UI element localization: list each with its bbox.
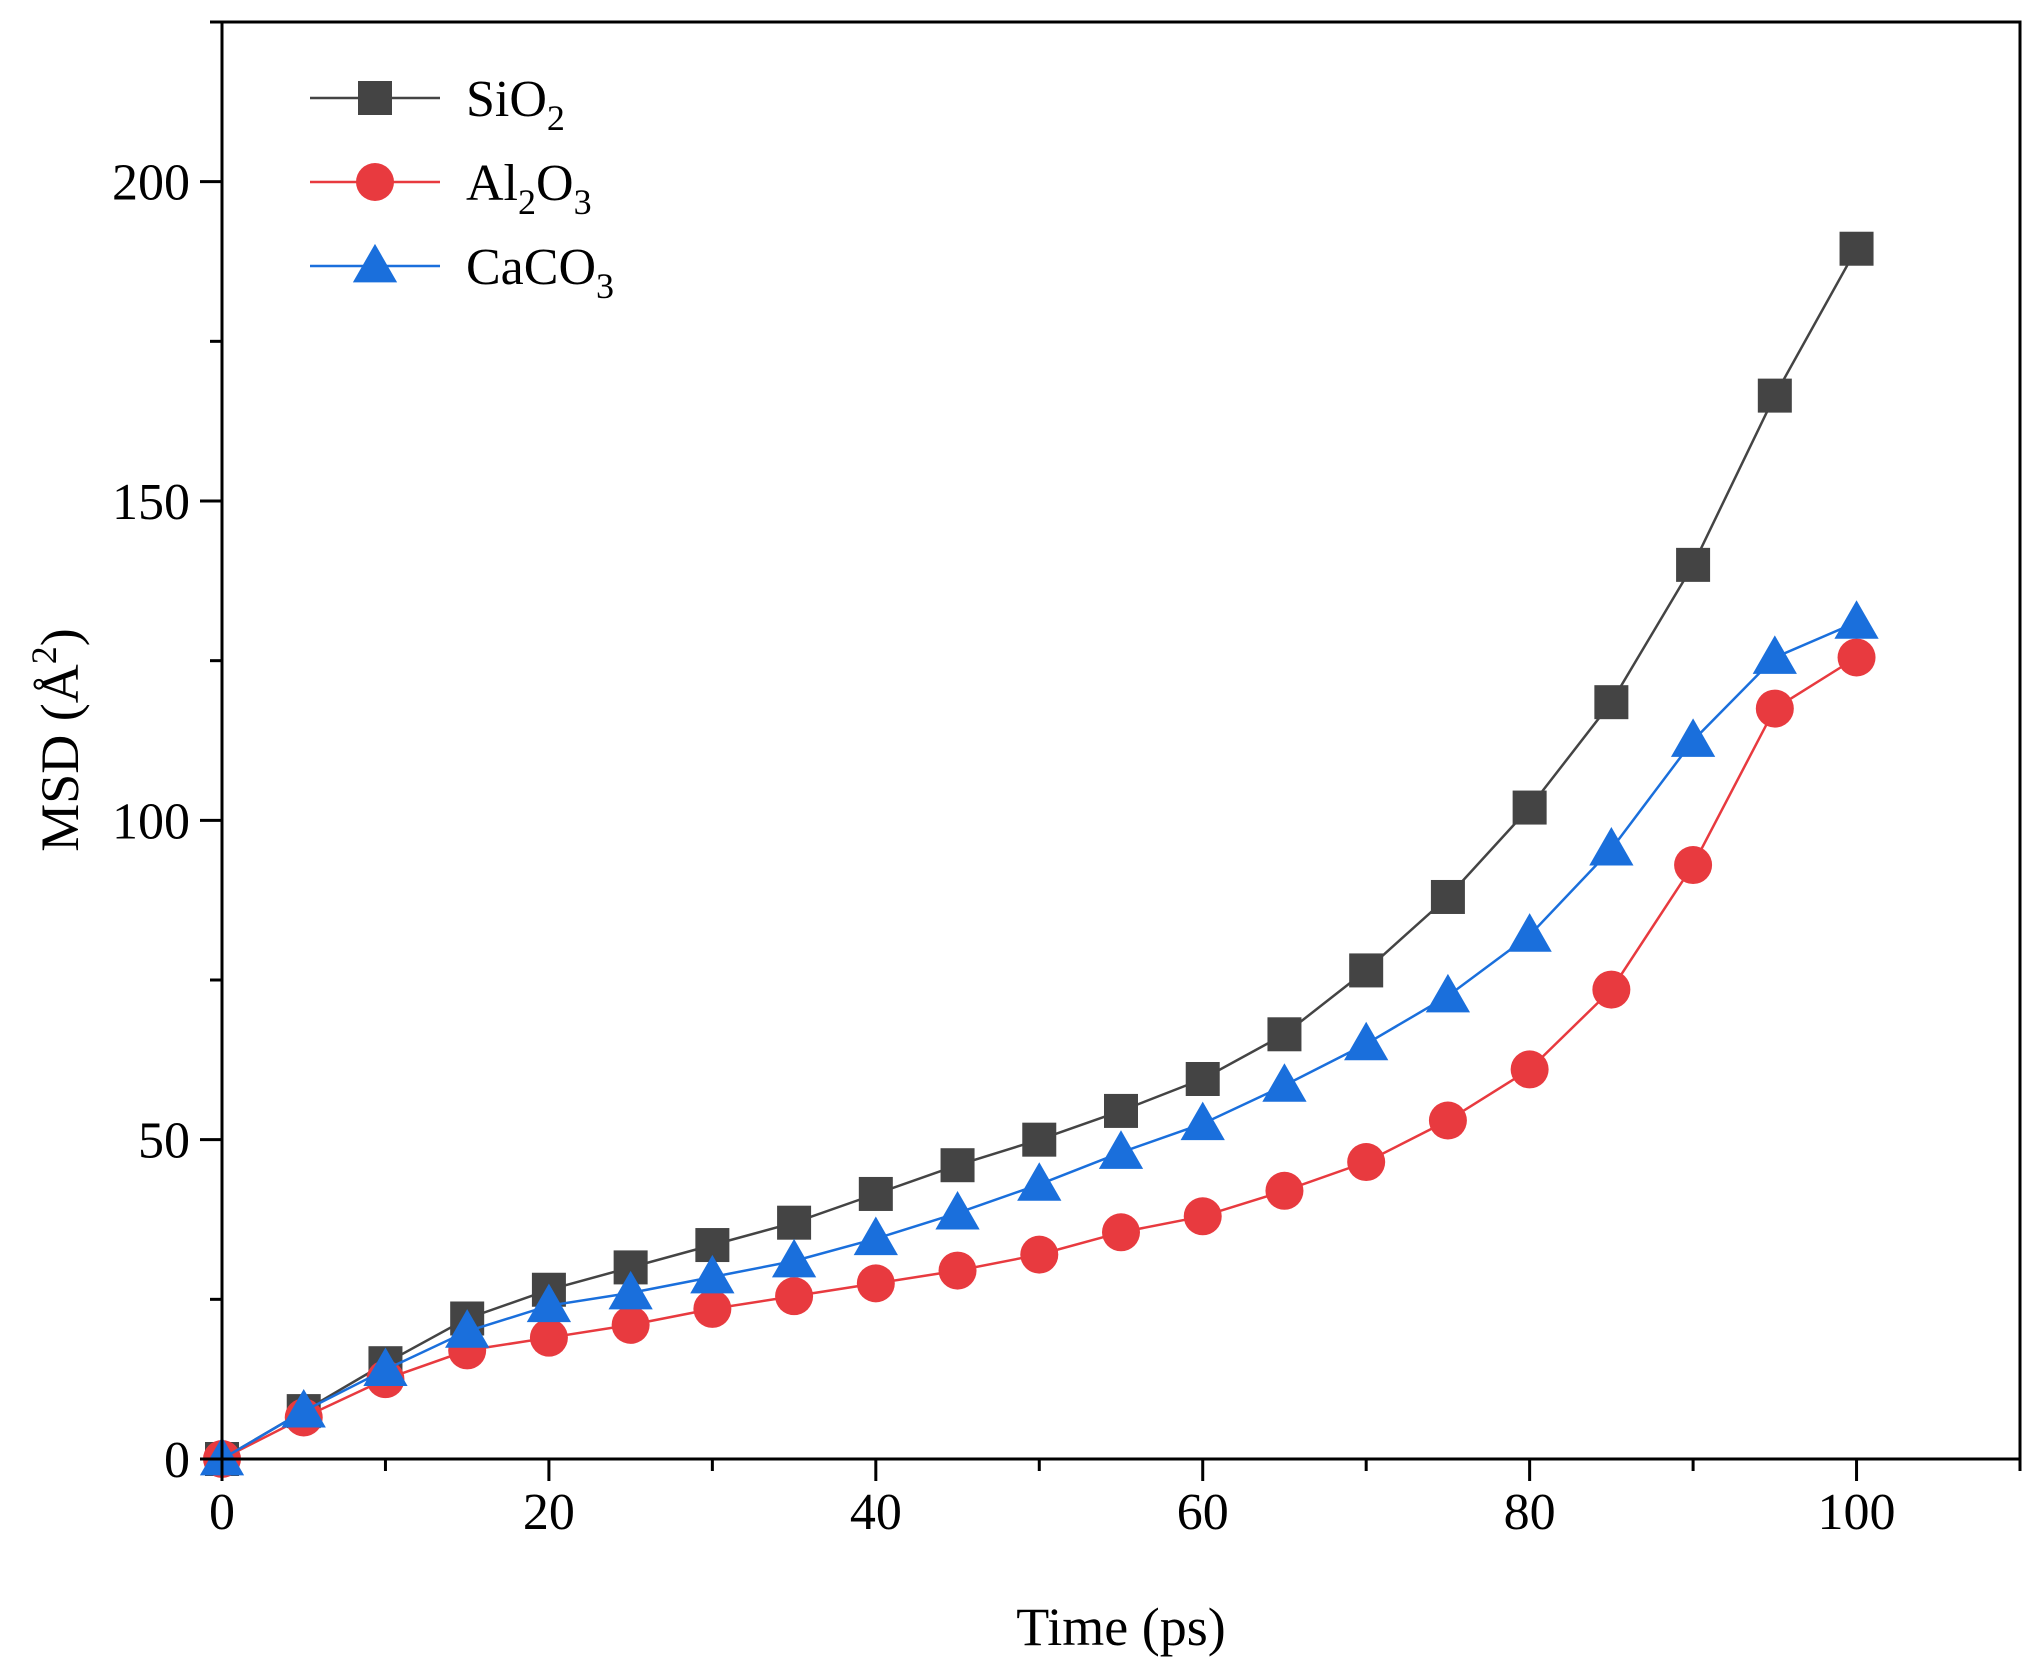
legend-label-1: Al2O3	[466, 155, 592, 222]
data-point-series-2-19	[1752, 635, 1797, 674]
data-point-series-2-17	[1589, 826, 1634, 866]
data-point-series-0-15	[1430, 879, 1465, 914]
y-axis-title-end: )	[30, 628, 90, 646]
y-tick-label-0: 0	[164, 1432, 190, 1489]
y-axis-title-sup: 2	[24, 646, 64, 664]
legend-label-2: CaCO3	[466, 239, 614, 306]
data-point-series-0-16	[1512, 790, 1547, 825]
data-point-series-1-18	[1674, 846, 1713, 885]
data-point-series-0-13	[1267, 1017, 1302, 1052]
data-point-series-1-10	[1020, 1235, 1059, 1274]
data-point-series-2-11	[1098, 1130, 1144, 1169]
data-point-series-1-11	[1102, 1213, 1140, 1252]
data-point-series-2-5	[608, 1270, 653, 1310]
data-point-series-2-15	[1425, 973, 1471, 1013]
y-tick-label-200: 200	[112, 155, 190, 212]
data-point-series-1-17	[1592, 970, 1631, 1009]
y-axis-title: MSD (Å2)	[24, 628, 90, 852]
y-tick-label-100: 100	[112, 793, 190, 850]
data-point-series-2-13	[1262, 1063, 1307, 1102]
data-point-series-0-12	[1185, 1061, 1220, 1096]
legend-marker-0	[358, 81, 392, 115]
data-point-series-2-9	[935, 1190, 980, 1230]
plot-frame	[220, 20, 2022, 1461]
data-point-series-2-1	[281, 1388, 326, 1428]
data-point-series-2-16	[1507, 913, 1552, 952]
data-point-series-0-19	[1757, 378, 1792, 413]
data-point-series-2-2	[363, 1347, 408, 1387]
x-tick-label-0: 0	[209, 1484, 235, 1541]
data-point-series-2-8	[853, 1216, 898, 1256]
legend-marker-1	[356, 163, 394, 201]
data-point-series-1-4	[529, 1318, 568, 1357]
x-tick-label-60: 60	[1177, 1484, 1229, 1541]
y-tick-label-150: 150	[112, 474, 190, 531]
data-point-series-0-9	[940, 1148, 975, 1183]
data-point-series-2-12	[1180, 1101, 1225, 1141]
data-point-series-1-15	[1428, 1101, 1467, 1140]
x-tick-label-80: 80	[1504, 1484, 1556, 1541]
data-point-series-2-4	[526, 1283, 572, 1323]
data-point-series-1-13	[1265, 1171, 1304, 1210]
data-point-series-1-16	[1510, 1050, 1549, 1089]
data-point-series-1-12	[1183, 1197, 1222, 1236]
data-point-series-2-20	[1834, 600, 1879, 639]
legend-label-0: SiO2	[466, 71, 565, 138]
data-point-series-2-10	[1017, 1162, 1062, 1201]
data-point-series-0-14	[1349, 953, 1384, 988]
legend: SiO2 Al2O3 CaCO3	[310, 71, 614, 306]
x-axis-title: Time (ps)	[1016, 1597, 1226, 1657]
data-point-series-1-7	[775, 1277, 814, 1316]
axes-layer: 0 20 40 60 80 100 0 50 100 150 200	[112, 20, 2022, 1541]
data-point-series-2-14	[1344, 1021, 1389, 1061]
data-point-series-0-7	[777, 1205, 812, 1240]
x-tick-label-40: 40	[850, 1484, 902, 1541]
data-point-series-0-11	[1104, 1093, 1138, 1128]
data-point-series-2-18	[1670, 718, 1716, 757]
y-tick-label-50: 50	[138, 1113, 190, 1170]
y-axis-title-main: MSD (Å	[30, 664, 90, 852]
data-point-series-0-18	[1676, 547, 1711, 582]
x-tick-label-20: 20	[523, 1484, 575, 1541]
data-point-series-0-8	[858, 1176, 893, 1211]
data-point-series-1-6	[693, 1289, 732, 1328]
x-tick-label-100: 100	[1818, 1484, 1896, 1541]
data-point-series-0-10	[1022, 1122, 1057, 1157]
data-point-series-2-6	[690, 1254, 735, 1294]
data-point-series-2-7	[771, 1238, 817, 1278]
data-point-series-1-9	[938, 1251, 977, 1290]
data-point-series-1-5	[611, 1305, 650, 1344]
data-point-series-1-19	[1755, 689, 1794, 728]
data-point-series-2-3	[445, 1309, 490, 1348]
legend-marker-2	[352, 243, 398, 283]
data-point-series-0-20	[1839, 231, 1874, 266]
data-point-series-1-20	[1837, 638, 1876, 677]
data-point-series-1-8	[856, 1264, 895, 1303]
plot-layer	[199, 231, 1879, 1478]
data-point-series-1-14	[1347, 1143, 1386, 1182]
data-point-series-0-17	[1594, 685, 1629, 720]
